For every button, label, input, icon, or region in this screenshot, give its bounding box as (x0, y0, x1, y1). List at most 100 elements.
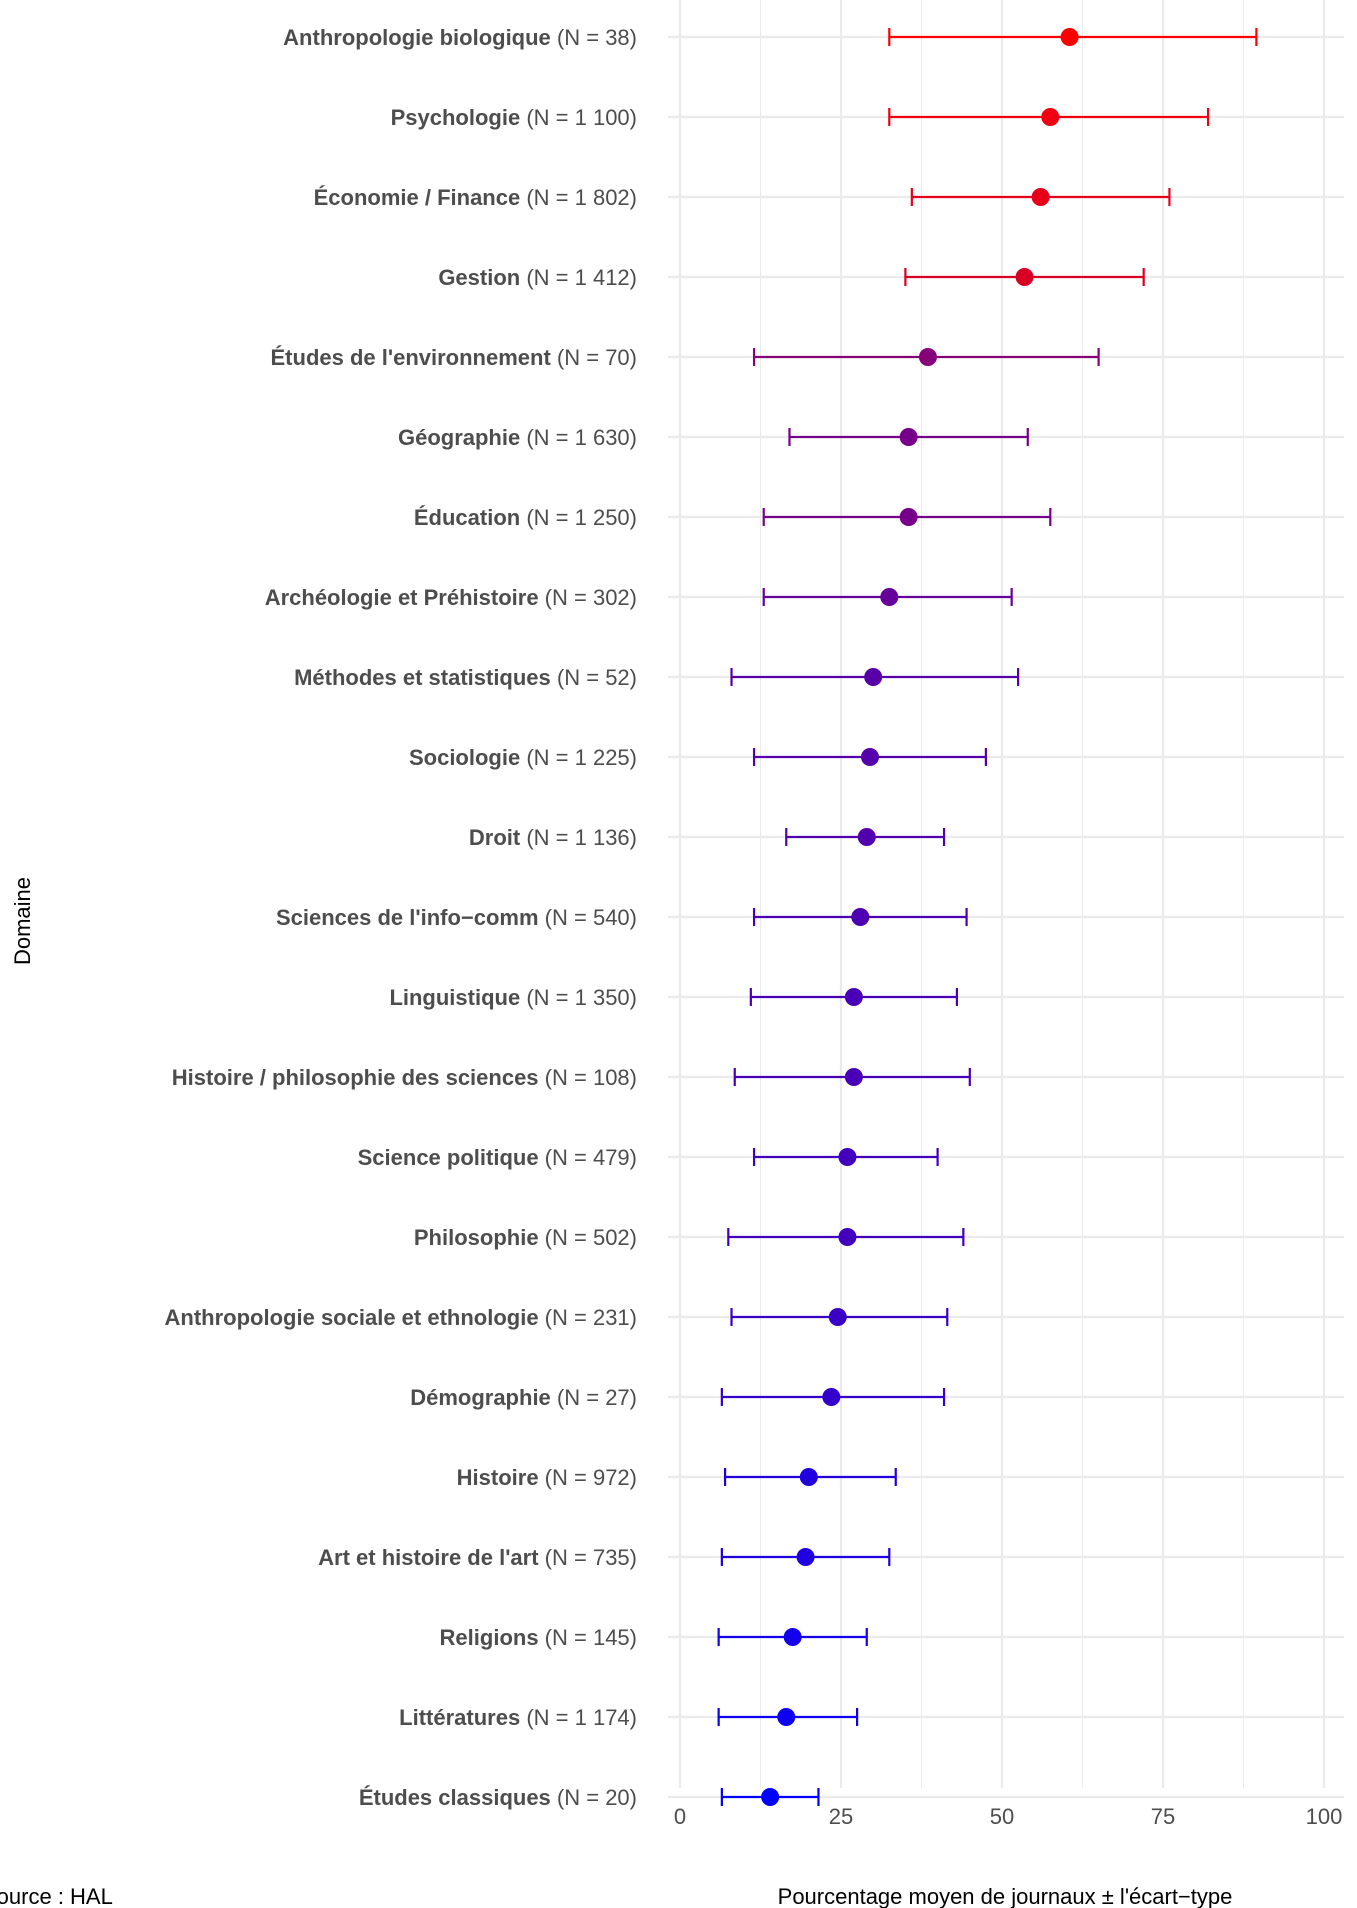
category-count: (N = 1 802) (526, 185, 637, 210)
category-name: Sciences de l'info−comm (276, 905, 545, 930)
category-name: Religions (440, 1625, 545, 1650)
x-axis-title: Pourcentage moyen de journaux ± l'écart−… (778, 1884, 1233, 1908)
category-count: (N = 972) (545, 1465, 637, 1490)
y-tick-label: Religions (N = 145) (440, 1625, 637, 1650)
category-name: Linguistique (389, 985, 526, 1010)
y-tick-label: Études classiques (N = 20) (359, 1785, 637, 1810)
y-tick-label: Linguistique (N = 1 350) (389, 985, 637, 1010)
mean-point (880, 588, 899, 606)
category-name: Histoire / philosophie des sciences (172, 1065, 545, 1090)
category-count: (N = 735) (545, 1545, 637, 1570)
category-count: (N = 1 250) (526, 505, 637, 530)
category-count: (N = 1 225) (526, 745, 637, 770)
y-tick-label: Économie / Finance (N = 1 802) (314, 185, 637, 210)
category-count: (N = 108) (545, 1065, 637, 1090)
mean-point (838, 1148, 857, 1166)
x-tick-label: 25 (829, 1804, 853, 1829)
y-tick-label: Sociologie (N = 1 225) (409, 745, 637, 770)
y-tick-label: Éducation (N = 1 250) (414, 505, 637, 530)
mean-point (799, 1468, 818, 1486)
category-name: Éducation (414, 505, 526, 530)
y-tick-label: Art et histoire de l'art (N = 735) (318, 1545, 637, 1570)
y-tick-label: Psychologie (N = 1 100) (391, 105, 637, 130)
caption: Source : HAL (0, 1884, 113, 1908)
mean-point (918, 348, 937, 366)
x-axis-ticks: 0 25 50 75 100 (674, 1804, 1342, 1829)
category-name: Psychologie (391, 105, 527, 130)
y-tick-label: Littératures (N = 1 174) (399, 1705, 637, 1730)
category-count: (N = 1 350) (526, 985, 637, 1010)
category-name: Littératures (399, 1705, 526, 1730)
mean-point (761, 1788, 780, 1806)
category-count: (N = 1 630) (526, 425, 637, 450)
mean-point (783, 1628, 802, 1646)
category-count: (N = 1 174) (526, 1705, 637, 1730)
mean-point (828, 1308, 847, 1326)
data-marks (717, 28, 1258, 1806)
mean-point (1041, 108, 1060, 126)
y-tick-label: Études de l'environnement (N = 70) (271, 345, 638, 370)
y-tick-label: Histoire (N = 972) (457, 1465, 637, 1490)
mean-point (1015, 268, 1034, 286)
y-axis-labels: Anthropologie biologique (N = 38) Psychol… (165, 25, 637, 1810)
category-name: Anthropologie sociale et ethnologie (165, 1305, 545, 1330)
mean-point (822, 1388, 841, 1406)
mean-point (844, 988, 863, 1006)
category-name: Histoire (457, 1465, 545, 1490)
mean-point (851, 908, 870, 926)
category-count: (N = 302) (545, 585, 637, 610)
category-name: Sociologie (409, 745, 526, 770)
category-name: Gestion (438, 265, 526, 290)
y-tick-label: Géographie (N = 1 630) (398, 425, 637, 450)
y-tick-label: Science politique (N = 479) (358, 1145, 637, 1170)
mean-point (857, 828, 876, 846)
x-tick-label: 0 (674, 1804, 686, 1829)
category-name: Archéologie et Préhistoire (265, 585, 545, 610)
y-tick-label: Histoire / philosophie des sciences (N =… (172, 1065, 637, 1090)
x-tick-label: 100 (1306, 1804, 1343, 1829)
category-name: Économie / Finance (314, 185, 527, 210)
mean-point (838, 1228, 857, 1246)
mean-point (1031, 188, 1050, 206)
mean-point (860, 748, 879, 766)
category-name: Géographie (398, 425, 526, 450)
mean-point (864, 668, 883, 686)
mean-point (899, 508, 918, 526)
category-count: (N = 20) (557, 1785, 637, 1810)
x-tick-label: 50 (990, 1804, 1014, 1829)
category-count: (N = 52) (557, 665, 637, 690)
category-name: Méthodes et statistiques (294, 665, 557, 690)
category-count: (N = 1 100) (526, 105, 637, 130)
category-name: Art et histoire de l'art (318, 1545, 545, 1570)
category-count: (N = 231) (545, 1305, 637, 1330)
mean-point (899, 428, 918, 446)
y-tick-label: Archéologie et Préhistoire (N = 302) (265, 585, 637, 610)
y-tick-label: Anthropologie biologique (N = 38) (283, 25, 637, 50)
y-tick-label: Méthodes et statistiques (N = 52) (294, 665, 637, 690)
category-count: (N = 145) (545, 1625, 637, 1650)
category-name: Démographie (410, 1385, 557, 1410)
category-count: (N = 1 136) (526, 825, 637, 850)
category-count: (N = 38) (557, 25, 637, 50)
y-tick-label: Droit (N = 1 136) (469, 825, 637, 850)
grid (668, 0, 1344, 1799)
y-tick-label: Gestion (N = 1 412) (438, 265, 637, 290)
category-name: Philosophie (414, 1225, 545, 1250)
mean-point (844, 1068, 863, 1086)
category-name: Science politique (358, 1145, 545, 1170)
mean-point (1060, 28, 1079, 46)
mean-point (796, 1548, 815, 1566)
y-tick-label: Sciences de l'info−comm (N = 540) (276, 905, 637, 930)
category-name: Études de l'environnement (271, 345, 557, 370)
category-count: (N = 540) (545, 905, 637, 930)
category-count: (N = 1 412) (526, 265, 637, 290)
x-tick-label: 75 (1151, 1804, 1175, 1829)
category-name: Droit (469, 825, 526, 850)
category-count: (N = 70) (557, 345, 637, 370)
y-tick-label: Anthropologie sociale et ethnologie (N =… (165, 1305, 637, 1330)
category-name: Études classiques (359, 1785, 557, 1810)
mean-point (777, 1708, 796, 1726)
category-count: (N = 27) (557, 1385, 637, 1410)
y-tick-label: Démographie (N = 27) (410, 1385, 637, 1410)
